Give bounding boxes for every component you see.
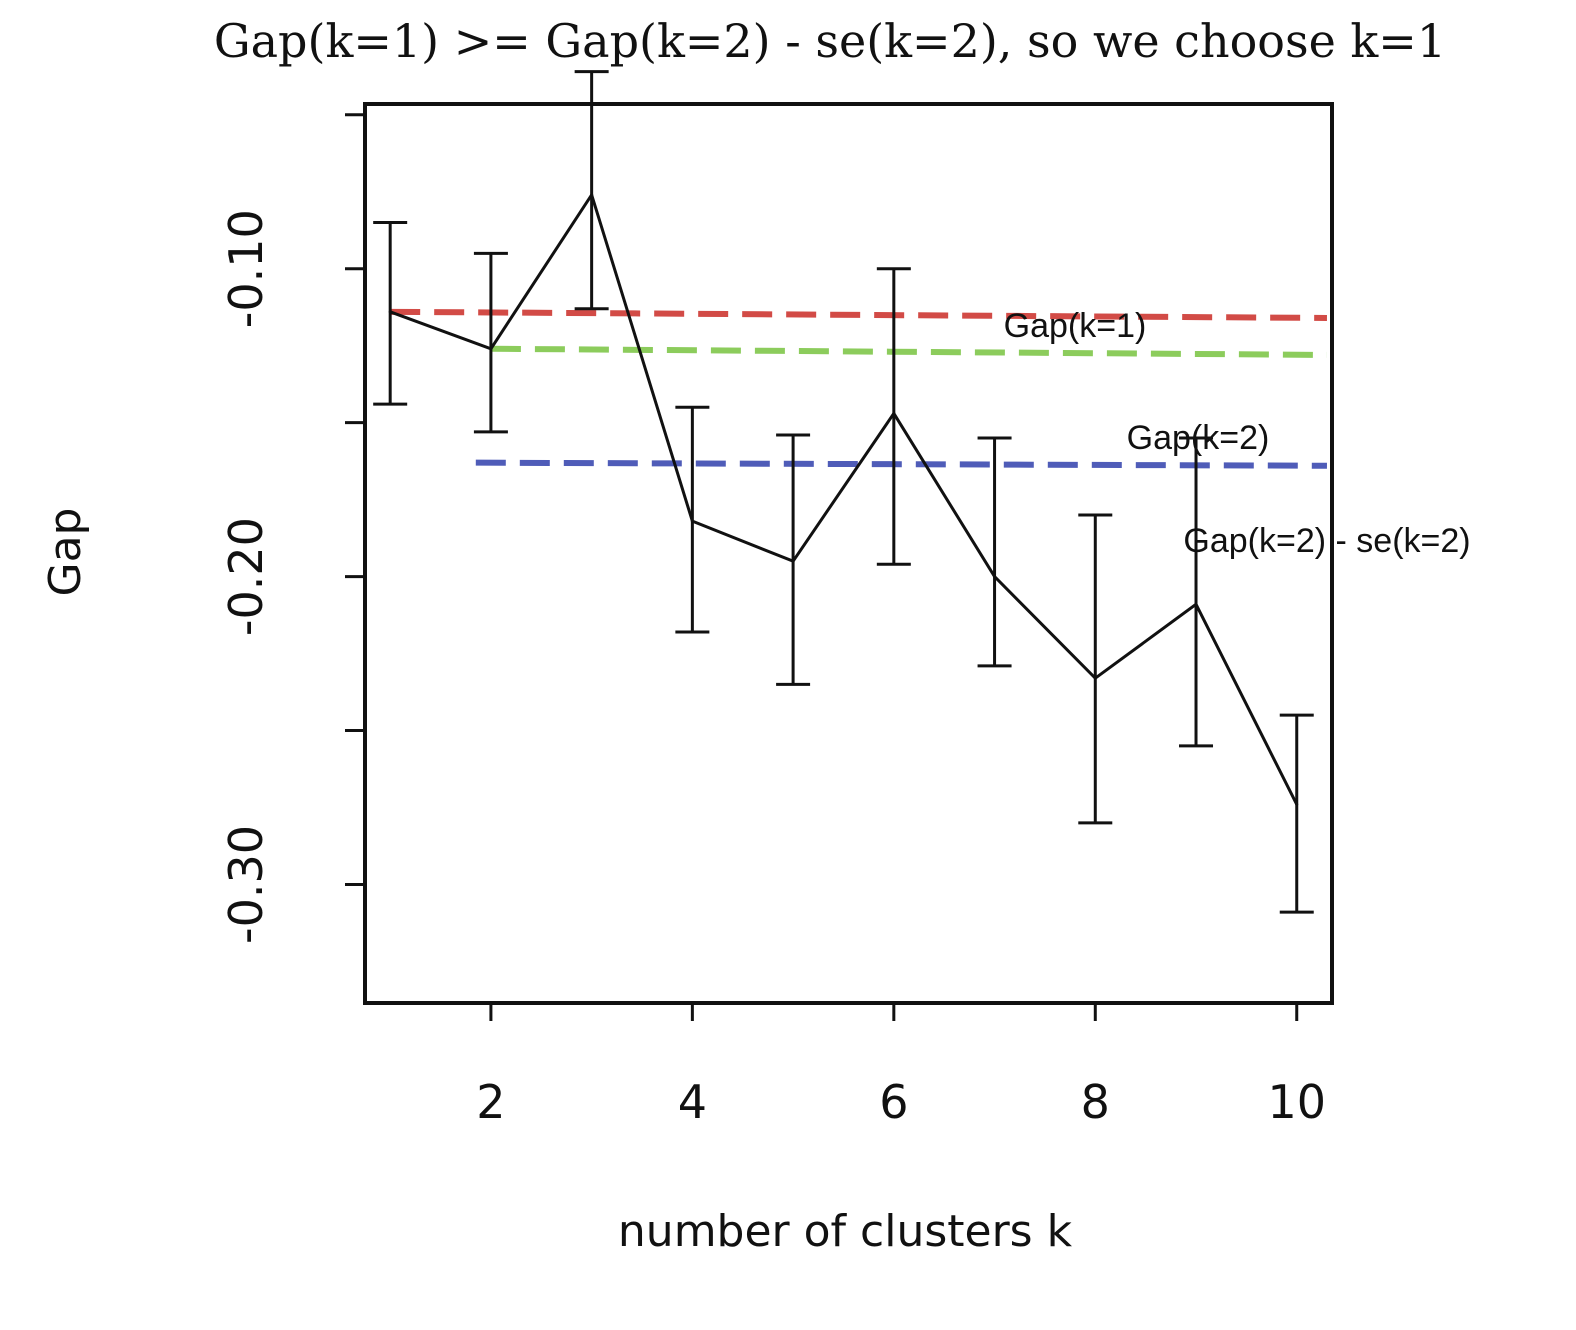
data-point <box>791 559 795 563</box>
gap-line <box>389 191 1299 806</box>
x-tick-label: 2 <box>476 1075 505 1129</box>
error-bar <box>473 251 508 434</box>
reference-line <box>490 345 1327 358</box>
x-tick-label: 6 <box>879 1075 908 1129</box>
data-point <box>1093 676 1097 680</box>
reference-lines <box>390 308 1327 469</box>
error-bar <box>876 267 911 566</box>
reference-line-label: Gap(k=2) - se(k=2) <box>1183 522 1470 560</box>
error-bar <box>1179 436 1214 748</box>
data-point <box>1295 802 1299 806</box>
x-axis-label: number of clusters k <box>618 1206 1073 1257</box>
reference-line <box>390 308 1327 321</box>
x-axis: 2 4 6 8 10 <box>476 1003 1326 1129</box>
y-tick-label: -0.20 <box>219 517 273 636</box>
x-tick-label: 8 <box>1081 1075 1110 1129</box>
y-axis-label: Gap <box>40 508 91 597</box>
error-bars <box>373 70 1314 914</box>
y-axis: -0.30 -0.20 -0.10 <box>219 113 365 944</box>
error-bar <box>1078 513 1113 825</box>
data-point <box>489 347 493 351</box>
data-point <box>388 310 392 314</box>
x-tick-label: 4 <box>678 1075 707 1129</box>
plot-frame <box>363 102 1334 1005</box>
data-point <box>892 411 896 415</box>
reference-line <box>475 459 1327 469</box>
error-bar <box>1279 713 1314 914</box>
data-point <box>993 575 997 579</box>
chart-title: Gap(k=1) >= Gap(k=2) - se(k=2), so we ch… <box>214 14 1446 68</box>
data-point <box>1194 602 1198 606</box>
x-tick-label: 10 <box>1267 1075 1326 1129</box>
data-point <box>690 519 694 523</box>
reference-line-labels: Gap(k=1) Gap(k=2) Gap(k=2) - se(k=2) <box>1004 307 1471 560</box>
reference-line-label: Gap(k=1) <box>1004 307 1147 345</box>
reference-line-label: Gap(k=2) <box>1127 419 1270 457</box>
y-tick-label: -0.10 <box>219 209 273 328</box>
gap-series <box>388 191 1299 806</box>
error-bar <box>574 70 609 311</box>
error-bar <box>977 436 1012 668</box>
data-point <box>590 193 594 197</box>
y-tick-label: -0.30 <box>219 825 273 944</box>
